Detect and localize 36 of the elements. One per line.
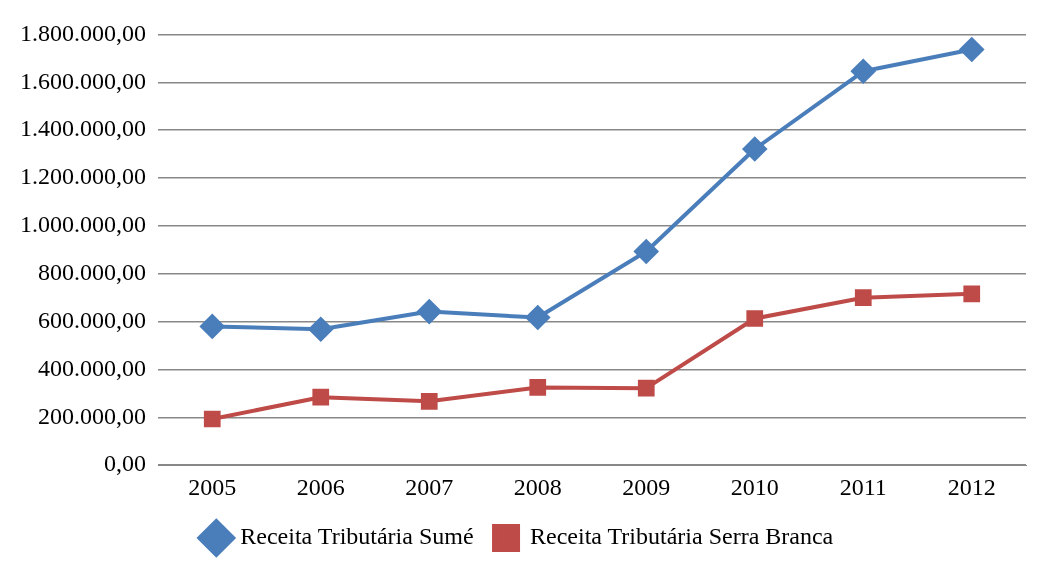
point [851,59,876,84]
point [746,310,764,327]
point [203,410,221,428]
x-tick-label: 2009 [622,473,671,500]
point [854,289,872,307]
x-tick-label: 2011 [839,473,887,500]
point [637,379,655,397]
point [525,305,550,330]
point [963,285,981,303]
y-tick-label: 1.000.000,00 [20,211,146,238]
point [742,137,767,162]
y-tick-label: 400.000,00 [38,354,146,381]
x-tick-label: 2012 [947,473,996,500]
x-tick-label: 2010 [730,473,779,500]
point [417,299,442,324]
y-tick-label: 1.200.000,00 [20,163,146,190]
point [200,314,225,339]
y-tick-label: 1.800.000,00 [20,19,146,46]
x-tick-label: 2008 [513,473,562,500]
point [959,37,984,62]
x-tick-label: 2005 [188,473,237,500]
legend-label: Receita Tributária Sumé [240,523,474,550]
y-tick-label: 1.400.000,00 [20,115,146,142]
y-tick-label: 800.000,00 [38,259,146,286]
legend-label: Receita Tributária Serra Branca [530,523,834,550]
y-tick-label: 1.600.000,00 [20,67,146,94]
point [529,379,547,396]
y-tick-label: 0,00 [104,450,146,477]
x-tick-label: 2007 [405,473,454,500]
point [420,392,438,410]
point [312,388,330,406]
y-tick-label: 200.000,00 [38,402,146,429]
point [308,317,333,342]
point [634,239,659,264]
y-tick-label: 600.000,00 [38,306,146,333]
x-tick-label: 2006 [296,473,345,500]
